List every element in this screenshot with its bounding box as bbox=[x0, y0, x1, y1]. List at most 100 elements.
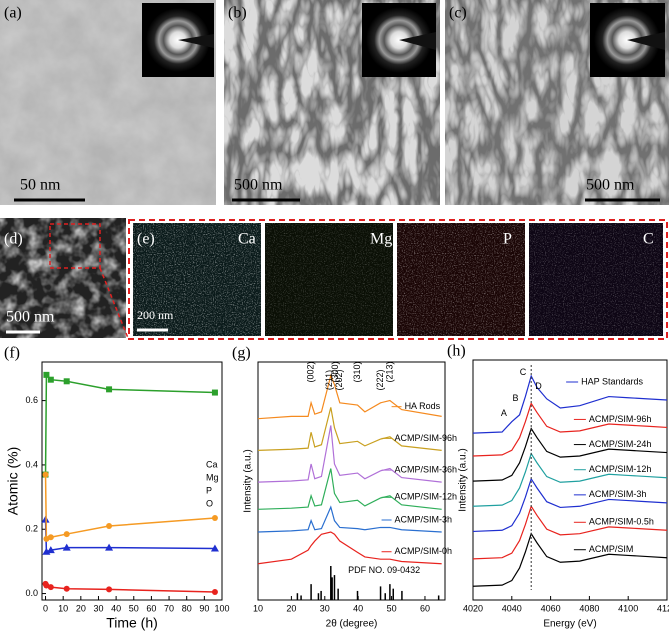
peak-label: (002) bbox=[305, 361, 315, 382]
x-tick-label: 100 bbox=[214, 603, 229, 613]
marker bbox=[105, 543, 114, 551]
plot-frame bbox=[41, 361, 223, 601]
legend-label: ACMP/SIM-24h bbox=[589, 439, 652, 449]
x-tick-label: 80 bbox=[182, 603, 192, 613]
legend-label: ACMP/SIM-0.5h bbox=[589, 517, 654, 527]
tem-a bbox=[0, 0, 216, 205]
marker bbox=[63, 531, 70, 538]
x-tick-label: 4080 bbox=[579, 603, 599, 613]
element-label: P bbox=[503, 231, 512, 248]
x-tick-label: 4120 bbox=[657, 603, 669, 613]
scale-label: 500 nm bbox=[586, 177, 635, 194]
panel-label: (d) bbox=[4, 231, 23, 248]
series-line bbox=[472, 427, 668, 482]
x-tick-label: 10 bbox=[58, 603, 68, 613]
marker bbox=[211, 588, 218, 595]
x-tick-label: 0 bbox=[43, 603, 48, 613]
y-tick-label: 0.0 bbox=[25, 588, 38, 598]
series-line bbox=[257, 468, 442, 510]
plot-frame bbox=[257, 361, 446, 601]
x-tick-label: 20 bbox=[76, 603, 86, 613]
element-label: Mg bbox=[370, 231, 392, 248]
series-line bbox=[472, 504, 668, 560]
x-tick-label: 20 bbox=[286, 603, 296, 613]
scale-label: 200 nm bbox=[137, 308, 174, 322]
scale-label: 500 nm bbox=[6, 309, 55, 326]
marker bbox=[106, 386, 113, 393]
series-line bbox=[257, 425, 442, 483]
y-tick-label: 0.6 bbox=[25, 395, 38, 405]
marker bbox=[42, 471, 49, 478]
x-tick-label: 4060 bbox=[541, 603, 561, 613]
series-line bbox=[472, 374, 668, 434]
marker bbox=[63, 585, 70, 592]
marker bbox=[47, 376, 54, 383]
x-tick-label: 4100 bbox=[618, 603, 638, 613]
panel-label: (h) bbox=[447, 343, 466, 360]
legend-label: O bbox=[206, 498, 213, 508]
marker bbox=[106, 586, 113, 593]
legend-label: ACMP/SIM-96h bbox=[395, 433, 458, 443]
element-label: Ca bbox=[238, 231, 256, 248]
marker bbox=[47, 534, 54, 541]
panel-label: (b) bbox=[228, 5, 247, 22]
marker bbox=[46, 546, 55, 554]
marker bbox=[211, 514, 218, 521]
peak-label: (211) bbox=[324, 370, 334, 390]
legend-label: HAP Standards bbox=[581, 376, 643, 386]
x-tick-label: 60 bbox=[420, 603, 430, 613]
legend-label: ACMP/SIM-96h bbox=[589, 414, 652, 424]
x-axis-title: Time (h) bbox=[106, 615, 158, 631]
scale-label: 500 nm bbox=[234, 177, 283, 194]
sem-d bbox=[0, 218, 129, 339]
x-tick-label: 30 bbox=[93, 603, 103, 613]
x-tick-label: 50 bbox=[129, 603, 139, 613]
series-line bbox=[44, 474, 215, 540]
panel-label: (c) bbox=[449, 5, 467, 22]
legend-label: ACMP/SIM bbox=[589, 544, 634, 554]
y-axis-title: Intensity (a.u.) bbox=[243, 449, 254, 512]
series-line bbox=[257, 505, 442, 533]
x-tick-label: 10 bbox=[253, 603, 263, 613]
legend-label: ACMP/SIM-0h bbox=[395, 546, 453, 556]
y-tick-label: 0.4 bbox=[25, 459, 38, 469]
peak-label: (222) bbox=[375, 369, 385, 390]
tem-b bbox=[224, 0, 440, 205]
series-line bbox=[257, 373, 442, 420]
marker bbox=[106, 523, 113, 530]
series-line bbox=[472, 452, 668, 507]
element-label: C bbox=[643, 231, 654, 248]
series-line bbox=[44, 583, 215, 593]
marker bbox=[63, 378, 70, 385]
x-tick-label: 50 bbox=[387, 603, 397, 613]
y-tick-label: 0.2 bbox=[25, 524, 38, 534]
series-line bbox=[472, 532, 668, 587]
x-tick-label: 40 bbox=[111, 603, 121, 613]
series-line bbox=[44, 519, 215, 553]
reference-label: PDF NO. 09-0432 bbox=[348, 565, 420, 575]
panel-label: (e) bbox=[137, 231, 155, 248]
mapping-frame bbox=[128, 219, 668, 340]
panel-label: (f) bbox=[4, 345, 20, 362]
series-line bbox=[472, 402, 668, 457]
legend-label: P bbox=[206, 485, 212, 495]
scale-label: 50 nm bbox=[20, 177, 61, 194]
x-axis-title: Energy (eV) bbox=[543, 619, 596, 630]
y-axis-title: Atomic (%) bbox=[5, 447, 21, 515]
series-line bbox=[472, 477, 668, 533]
marker bbox=[210, 544, 219, 552]
maps bbox=[133, 223, 663, 336]
image-labels: (a) 50 nm (b) 500 nm (c) 500 nm (d) 500 … bbox=[4, 5, 654, 326]
legend-label: ACMP/SIM-12h bbox=[395, 492, 458, 502]
x-tick-label: 40 bbox=[353, 603, 363, 613]
series-line bbox=[257, 531, 442, 565]
x-tick-label: 4040 bbox=[502, 603, 522, 613]
series-line bbox=[44, 372, 215, 475]
panel-label: (a) bbox=[4, 5, 22, 22]
feature-label: A bbox=[501, 408, 507, 418]
x-tick-label: 60 bbox=[146, 603, 156, 613]
legend-label: Ca bbox=[206, 459, 218, 469]
panel-label: (g) bbox=[232, 345, 251, 362]
